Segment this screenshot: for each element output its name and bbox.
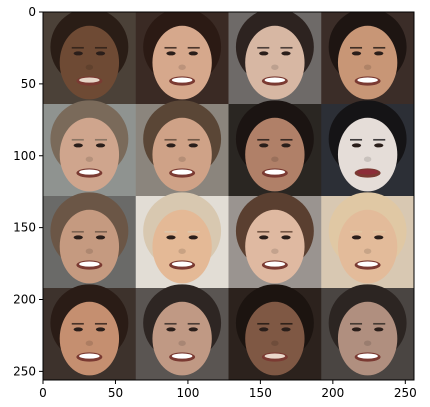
face-tile xyxy=(228,100,322,197)
face-tiles xyxy=(43,12,414,380)
y-axis: 0 50 100 150 200 250 xyxy=(13,5,43,378)
y-tick-label: 200 xyxy=(13,293,36,307)
y-tick-label: 50 xyxy=(21,77,36,91)
face-tile xyxy=(228,284,322,380)
y-tick-label: 150 xyxy=(13,221,36,235)
x-tick-label: 100 xyxy=(176,386,199,400)
face-tile xyxy=(135,192,229,289)
face-tile xyxy=(228,12,322,105)
x-axis: 0 50 100 150 200 250 xyxy=(39,380,417,400)
face-tile xyxy=(43,284,137,380)
x-tick-label: 150 xyxy=(249,386,272,400)
face-tile xyxy=(321,192,414,289)
x-tick-label: 250 xyxy=(394,386,417,400)
y-tick-label: 0 xyxy=(28,5,36,19)
face-tile xyxy=(43,100,137,197)
face-tile xyxy=(43,12,137,105)
face-tile xyxy=(135,12,229,105)
face-tile xyxy=(321,284,414,380)
x-tick-label: 0 xyxy=(39,386,47,400)
face-tile xyxy=(321,100,414,197)
axes-frame xyxy=(42,11,415,381)
face-tile xyxy=(135,100,229,197)
x-tick-label: 50 xyxy=(108,386,123,400)
face-tile xyxy=(228,192,322,289)
face-tile xyxy=(321,12,414,105)
face-tile xyxy=(135,284,229,380)
y-tick-label: 250 xyxy=(13,364,36,378)
face-tile xyxy=(43,192,137,289)
y-tick-label: 100 xyxy=(13,149,36,163)
x-tick-label: 200 xyxy=(321,386,344,400)
